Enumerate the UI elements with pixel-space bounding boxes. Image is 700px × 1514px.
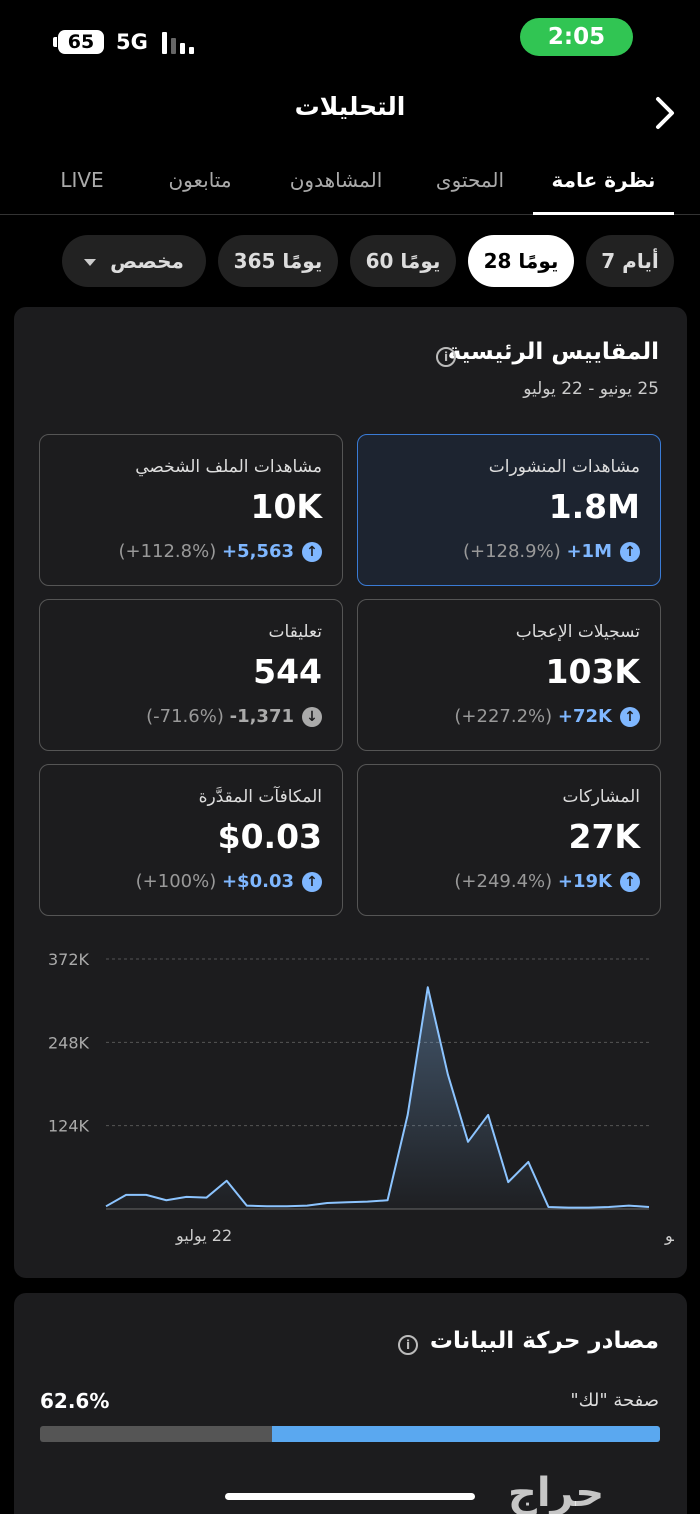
- tab-overview[interactable]: نظرة عامة: [551, 168, 656, 192]
- period-7-days[interactable]: 7 أيام: [586, 235, 674, 287]
- views-area-chart: 372K 248K 124K 25 يونيو 22 يوليو: [48, 950, 674, 1246]
- y-tick-label: 248K: [48, 1033, 90, 1052]
- info-icon[interactable]: i: [436, 347, 456, 367]
- tab-live[interactable]: LIVE: [60, 168, 104, 192]
- home-indicator: [225, 1493, 475, 1500]
- arrow-up-icon: ↑: [620, 707, 640, 727]
- x-tick-label: 25 يونيو: [664, 1226, 674, 1246]
- date-range: 25 يونيو - 22 يوليو: [523, 379, 659, 399]
- arrow-up-icon: ↑: [302, 872, 322, 892]
- x-tick-label: 22 يوليو: [175, 1226, 232, 1246]
- metric-label: المشاركات: [562, 787, 640, 807]
- network-type: 5G: [116, 30, 148, 54]
- traffic-source-label: صفحة "لك": [570, 1390, 659, 1411]
- watermark-logo: حراج: [508, 1470, 605, 1514]
- metric-value: 1.8M: [548, 487, 640, 526]
- metric-likes[interactable]: تسجيلات الإعجاب 103K (+227.2%) +72K ↑: [357, 599, 661, 751]
- metric-label: تعليقات: [268, 622, 322, 642]
- arrow-down-icon: ↓: [302, 707, 322, 727]
- period-custom-dropdown[interactable]: مخصص: [62, 235, 206, 287]
- info-icon[interactable]: i: [398, 1335, 418, 1355]
- tab-content[interactable]: المحتوى: [435, 168, 505, 192]
- metric-change: (+249.4%) +19K ↑: [454, 871, 640, 892]
- traffic-source-bar: [40, 1426, 660, 1442]
- chevron-right-icon[interactable]: [650, 95, 680, 131]
- metric-value: $0.03: [217, 817, 322, 856]
- clock: 2:05: [520, 18, 633, 56]
- metric-label: تسجيلات الإعجاب: [515, 622, 640, 642]
- chart-area-fill: [106, 987, 649, 1209]
- period-365-days[interactable]: 365 يومًا: [218, 235, 338, 287]
- tab-bar: نظرة عامة المحتوى المشاهدون متابعون LIVE: [0, 160, 700, 215]
- tab-followers[interactable]: متابعون: [168, 168, 232, 192]
- metric-label: المكافآت المقدَّرة: [198, 787, 322, 807]
- period-custom-label: مخصص: [110, 249, 184, 273]
- metric-change: (+100%) +$0.03 ↑: [136, 871, 322, 892]
- period-28-days[interactable]: 28 يومًا: [468, 235, 574, 287]
- metric-comments[interactable]: تعليقات 544 (-71.6%) -1,371 ↓: [39, 599, 343, 751]
- metric-change: (+112.8%) +5,563 ↑: [118, 541, 322, 562]
- metric-value: 27K: [568, 817, 641, 856]
- page-title: التحليلات: [294, 92, 406, 121]
- period-60-days[interactable]: 60 يومًا: [350, 235, 456, 287]
- arrow-up-icon: ↑: [302, 542, 322, 562]
- metric-value: 544: [253, 652, 322, 691]
- status-bar: 65 5G 2:05: [0, 0, 700, 80]
- arrow-up-icon: ↑: [620, 872, 640, 892]
- signal-icon: [162, 32, 198, 54]
- metric-value: 103K: [545, 652, 640, 691]
- traffic-source-percent: 62.6%: [40, 1389, 110, 1413]
- chart-series-line: [105, 986, 650, 1209]
- traffic-sources-card: مصادر حركة البيانات i صفحة "لك" 62.6%: [14, 1293, 687, 1514]
- active-tab-indicator: [533, 212, 674, 215]
- metric-change: (-71.6%) -1,371 ↓: [146, 706, 322, 727]
- y-tick-label: 372K: [48, 950, 90, 969]
- caret-down-icon: [84, 259, 97, 266]
- tab-viewers[interactable]: المشاهدون: [289, 168, 383, 192]
- y-tick-label: 124K: [48, 1117, 90, 1136]
- key-metrics-card: المقاييس الرئيسية i 25 يونيو - 22 يوليو …: [14, 307, 687, 1278]
- metric-change: (+128.9%) +1M ↑: [463, 541, 640, 562]
- metric-shares[interactable]: المشاركات 27K (+249.4%) +19K ↑: [357, 764, 661, 916]
- arrow-up-icon: ↑: [620, 542, 640, 562]
- key-metrics-title: المقاييس الرئيسية: [447, 339, 659, 365]
- traffic-sources-title: مصادر حركة البيانات: [429, 1328, 659, 1354]
- metric-value: 10K: [250, 487, 323, 526]
- metric-label: مشاهدات الملف الشخصي: [135, 457, 322, 477]
- metric-change: (+227.2%) +72K ↑: [454, 706, 640, 727]
- battery-indicator: 65: [58, 30, 104, 54]
- metric-label: مشاهدات المنشورات: [488, 457, 640, 477]
- metric-post-views[interactable]: مشاهدات المنشورات 1.8M (+128.9%) +1M ↑: [357, 434, 661, 586]
- metric-profile-views[interactable]: مشاهدات الملف الشخصي 10K (+112.8%) +5,56…: [39, 434, 343, 586]
- metric-estimated-rewards[interactable]: المكافآت المقدَّرة $0.03 (+100%) +$0.03 ↑: [39, 764, 343, 916]
- traffic-source-bar-fill: [271, 1426, 660, 1442]
- battery-tip: [53, 37, 57, 47]
